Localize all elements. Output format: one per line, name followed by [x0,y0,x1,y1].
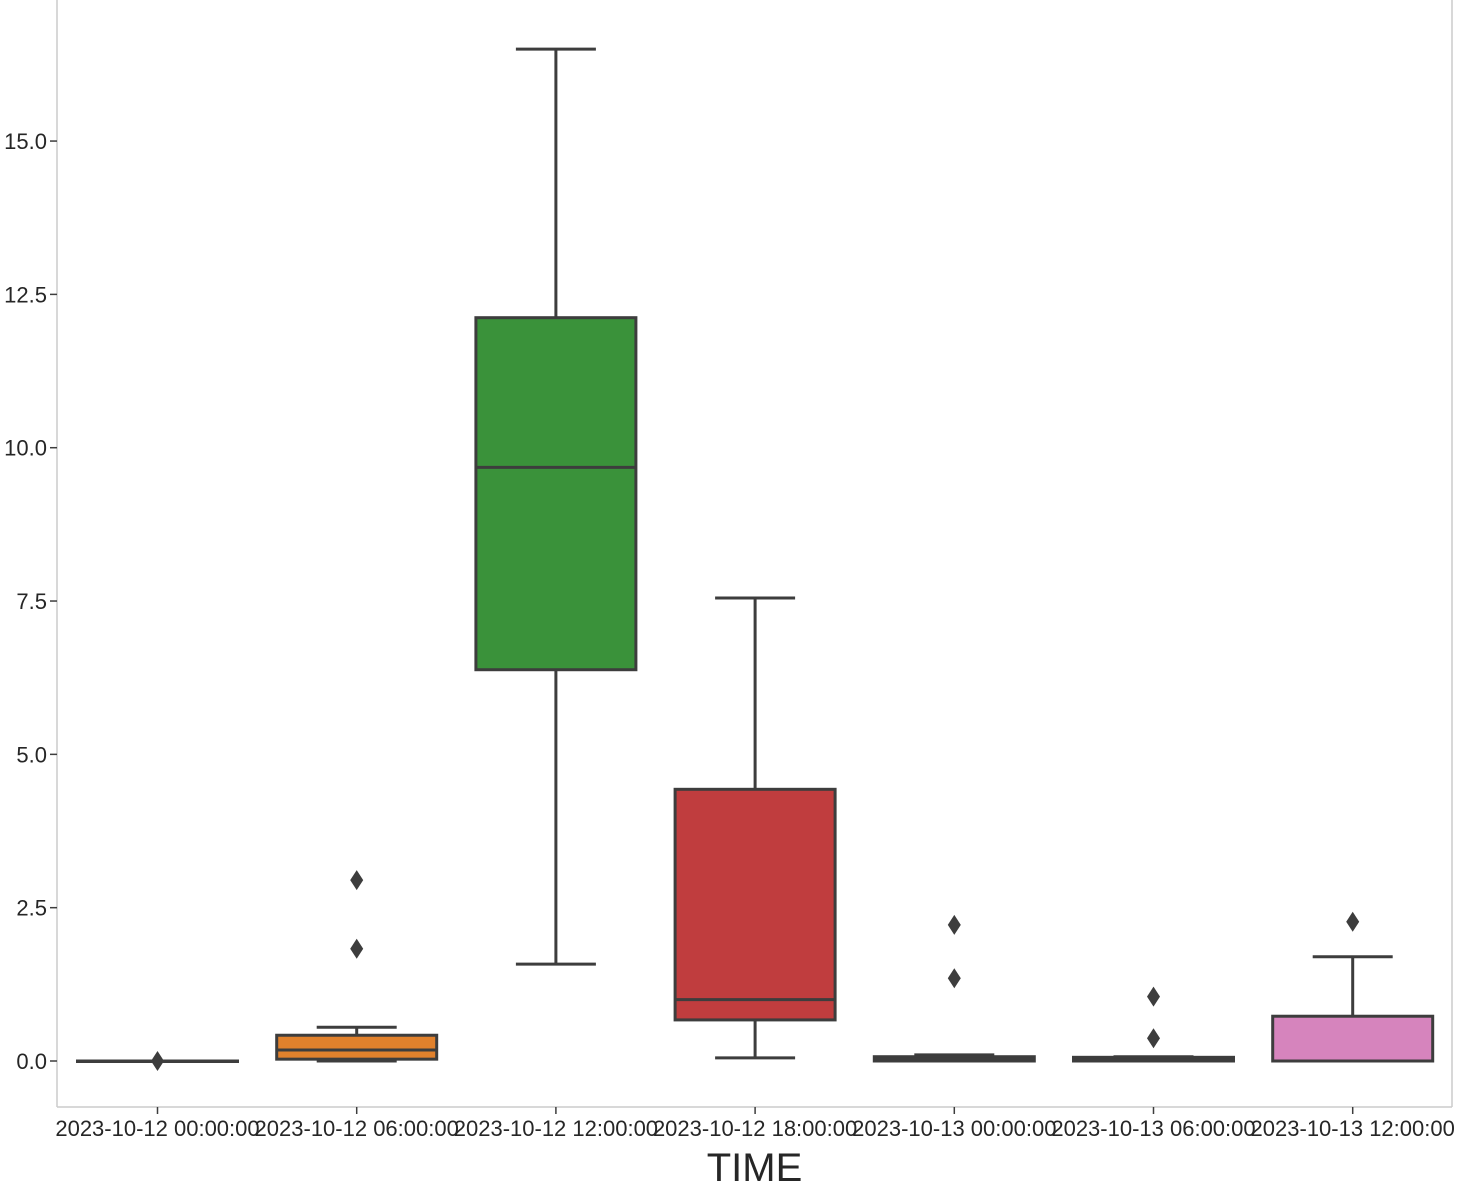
box-group [1072,986,1235,1063]
outlier-point [1147,986,1160,1007]
y-tick-label: 2.5 [16,896,47,921]
x-tick-label: 2023-10-12 00:00:00 [55,1116,259,1141]
x-tick-label: 2023-10-12 12:00:00 [454,1116,658,1141]
box-iqr [1271,1014,1435,1063]
x-tick-label: 2023-10-13 12:00:00 [1251,1116,1455,1141]
box-group [673,596,837,1060]
y-axis-ticks: 0.0 2.5 5.0 7.5 10.0 12.5 15.0 [4,129,57,1074]
box-group [872,914,1036,1063]
y-tick-label: 7.5 [16,589,47,614]
outlier-point [1147,1028,1160,1049]
box-series [76,47,1435,1072]
box-iqr [275,1033,439,1061]
y-tick-label: 15.0 [4,129,47,154]
x-tick-label: 2023-10-12 06:00:00 [255,1116,459,1141]
x-tick-label: 2023-10-13 00:00:00 [852,1116,1056,1141]
outlier-point [1346,911,1360,932]
box-group [275,870,439,1063]
box-group [76,1051,239,1072]
outlier-point [350,870,364,891]
box-iqr [673,787,837,1022]
x-axis-title: TIME [707,1146,803,1190]
x-tick-label: 2023-10-13 06:00:00 [1051,1116,1255,1141]
box-group [474,47,638,966]
box-iqr [474,316,638,672]
outlier-point [350,938,364,959]
y-tick-label: 10.0 [4,436,47,461]
box-group [1271,911,1435,1063]
outlier-point [151,1051,164,1072]
outlier-point [947,968,961,989]
x-tick-label: 2023-10-12 18:00:00 [653,1116,857,1141]
outlier-point [947,914,961,935]
y-tick-label: 5.0 [16,742,47,767]
y-tick-label: 0.0 [16,1049,47,1074]
y-tick-label: 12.5 [4,282,47,307]
